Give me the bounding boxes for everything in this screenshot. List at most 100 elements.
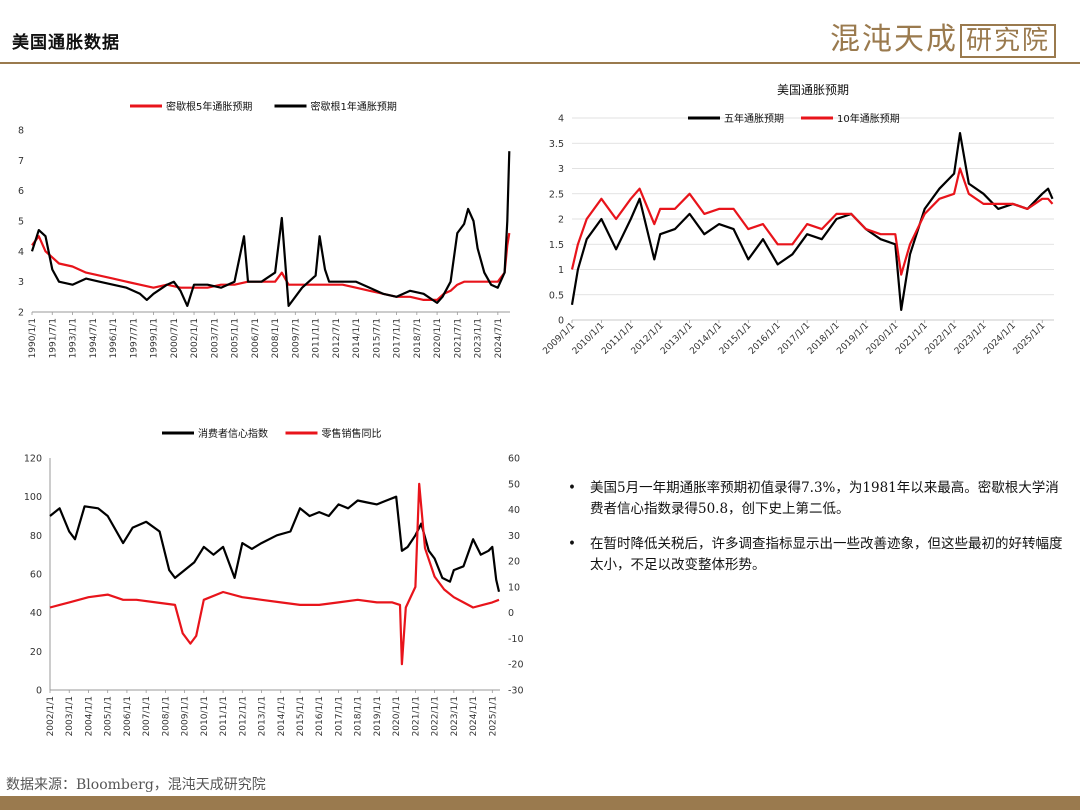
y-tick-label: 7 [18,156,24,167]
y-tick-label: 0 [36,686,42,697]
y-right-tick-label: 10 [508,582,520,593]
y-tick-label: 1 [558,265,564,276]
x-tick-label: 2018/7/1 [413,318,423,358]
y-tick-label: 100 [24,492,42,503]
y-right-tick-label: 30 [508,531,520,542]
y-tick-label: 80 [30,531,42,542]
x-tick-label: 2002/1/1 [46,696,56,736]
y-tick-label: 3.5 [549,139,564,150]
x-tick-label: 2007/1/1 [142,696,152,736]
x-tick-label: 2014/1/1 [352,318,362,358]
x-tick-label: 1997/7/1 [129,318,139,358]
x-tick-label: 2017/1/1 [334,696,344,736]
x-tick-label: 2003/1/1 [65,696,75,736]
commentary-bullets: • 美国5月一年期通胀率预期初值录得7.3%，为1981年以来最高。密歇根大学消费… [566,478,1066,590]
x-tick-label: 2020/1/1 [392,696,402,736]
legend-label-2: 密歇根1年通胀预期 [311,100,397,113]
bullet-item: • 在暂时降低关税后，许多调查指标显示出一些改善迹象，但这些最初的好转幅度太小，不… [566,534,1066,576]
y-tick-label: 2 [558,215,564,226]
y-tick-label: 6 [18,186,24,197]
x-tick-label: 2024/7/1 [494,318,504,358]
x-tick-label: 2002/1/1 [190,318,200,358]
series-line-2 [30,151,511,307]
x-tick-label: 2003/7/1 [210,318,220,358]
x-tick-label: 2015/7/1 [372,318,382,358]
y-tick-label: 40 [30,608,42,619]
y-right-tick-label: -20 [508,660,524,671]
x-tick-label: 2013/1/1 [258,696,268,736]
header-divider [0,62,1080,64]
x-tick-label: 2021/1/1 [411,696,421,736]
y-right-tick-label: 20 [508,557,520,568]
legend-label-1: 密歇根5年通胀预期 [166,100,252,113]
y-tick-label: 0 [558,316,564,327]
y-right-tick-label: 60 [508,454,520,465]
x-tick-label: 2018/1/1 [354,696,364,736]
x-tick-label: 2008/1/1 [271,318,281,358]
x-tick-label: 2008/1/1 [161,696,171,736]
x-tick-label: 2009/7/1 [291,318,301,358]
chart-michigan-inflation-expectations: 2 3 4 5 6 7 8 1990/1/1 1991/7/1 1993/1/1 1994/7/1 1… [18,100,511,358]
data-source-note: 数据来源：Bloomberg，混沌天成研究院 [6,777,266,793]
chart-us-inflation-expectations: 美国通胀预期00.511.522.533.542009/1/12010/1/12… [541,83,1054,357]
x-tick-label: 2024/1/1 [469,696,479,736]
y-tick-label: 3 [18,277,24,288]
series-line-2 [570,167,1054,276]
y-tick-label: 4 [558,114,564,125]
y-tick-label: 2.5 [549,189,564,200]
y-tick-label: 0.5 [549,290,564,301]
chart-consumer-confidence-retail-sales: 0 20 40 60 80 100 120 -30 -20 -10 0 10 20 30 40 50 60 200… [24,427,524,736]
x-tick-label: 2017/1/1 [393,318,403,358]
x-tick-label: 1993/1/1 [69,318,79,358]
y-tick-label: 8 [18,126,24,137]
legend-label-1: 五年通胀预期 [724,112,784,125]
x-tick-label: 1999/1/1 [150,318,160,358]
x-tick-label: 2016/1/1 [315,696,325,736]
y-right-tick-label: 40 [508,505,520,516]
y-tick-label: 1.5 [549,240,564,251]
series-line-1 [31,232,511,301]
x-tick-label: 1990/1/1 [28,318,38,358]
bullet-text: 美国5月一年期通胀率预期初值录得7.3%，为1981年以来最高。密歇根大学消费者… [590,480,1059,517]
bullet-item: • 美国5月一年期通胀率预期初值录得7.3%，为1981年以来最高。密歇根大学消费… [566,478,1066,520]
bullet-text: 在暂时降低关税后，许多调查指标显示出一些改善迹象，但这些最初的好转幅度太小，不足… [590,536,1063,573]
x-tick-label: 2005/1/1 [231,318,241,358]
x-tick-label: 2005/1/1 [104,696,114,736]
x-tick-label: 2020/1/1 [433,318,443,358]
x-tick-label: 1996/1/1 [109,318,119,358]
y-tick-label: 5 [18,217,24,228]
x-tick-label: 2006/7/1 [251,318,261,358]
x-tick-label: 2009/1/1 [181,696,191,736]
x-tick-label: 1994/7/1 [89,318,99,358]
y-tick-label: 120 [24,454,42,465]
x-tick-label: 2011/1/1 [312,318,322,358]
y-tick-label: 20 [30,647,42,658]
series-line-1 [49,495,501,593]
y-tick-label: 4 [18,247,24,258]
page-title: 美国通胀数据 [12,33,120,53]
x-tick-label: 2019/1/1 [373,696,383,736]
x-tick-label: 2006/1/1 [123,696,133,736]
x-tick-label: 2000/7/1 [170,318,180,358]
series-line-2 [49,482,500,666]
footer-bar [0,796,1080,810]
y-tick-label: 2 [18,308,24,319]
x-tick-label: 2010/1/1 [200,696,210,736]
legend-label-1: 消费者信心指数 [198,427,268,440]
x-tick-label: 2015/1/1 [296,696,306,736]
legend-label-2: 零售销售同比 [322,427,382,440]
y-right-tick-label: 50 [508,479,520,490]
x-tick-label: 2025/1/1 [1012,321,1048,357]
y-right-tick-label: 0 [508,608,514,619]
x-tick-label: 1991/7/1 [48,318,58,358]
x-tick-label: 2021/7/1 [453,318,463,358]
legend-label-2: 10年通胀预期 [837,112,900,125]
series-line-1 [570,131,1054,311]
logo-main-text: 混沌天成 [829,22,958,57]
x-tick-label: 2023/1/1 [474,318,484,358]
x-tick-label: 2004/1/1 [84,696,94,736]
x-tick-label: 2014/1/1 [277,696,287,736]
bullet-dot-icon: • [568,536,576,552]
x-tick-label: 2025/1/1 [488,696,498,736]
x-tick-label: 2011/1/1 [219,696,229,736]
